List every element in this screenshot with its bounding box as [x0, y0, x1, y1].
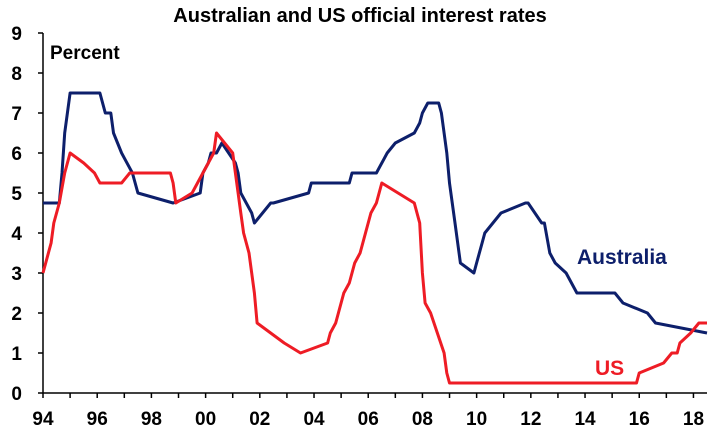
y-tick-label: 9 [11, 24, 22, 45]
x-tick-label: 10 [466, 409, 487, 430]
x-tick-label: 14 [574, 409, 596, 430]
x-tick-label: 96 [87, 409, 108, 430]
x-tick-label: 02 [249, 409, 270, 430]
y-tick-label: 2 [11, 304, 22, 325]
y-tick-label: 7 [11, 104, 22, 125]
x-tick-label: 16 [629, 409, 650, 430]
y-tick-label: 4 [11, 224, 22, 245]
series-line-australia [43, 91, 708, 335]
y-tick-label: 0 [11, 384, 22, 405]
y-axis: 0 1 2 3 4 5 6 7 8 9 [11, 24, 43, 405]
y-axis-unit-label: Percent [50, 43, 120, 64]
x-tick-label: 06 [358, 409, 379, 430]
x-tick-label: 08 [412, 409, 433, 430]
x-tick-label: 94 [32, 409, 54, 430]
series-line-us [41, 131, 707, 385]
y-tick-label: 6 [11, 144, 22, 165]
x-tick-label: 04 [303, 409, 325, 430]
x-tick-label: 18 [683, 409, 704, 430]
chart-title: Australian and US official interest rate… [173, 5, 546, 27]
y-tick-label: 3 [11, 264, 22, 285]
y-tick-label: 5 [11, 184, 22, 205]
series-label-us: US [595, 357, 624, 380]
series-group [41, 91, 708, 385]
series-label-australia: Australia [577, 246, 667, 269]
y-tick-label: 8 [11, 64, 22, 85]
x-tick-label: 98 [141, 409, 162, 430]
x-tick-label: 12 [520, 409, 541, 430]
y-tick-label: 1 [11, 344, 22, 365]
x-tick-label: 00 [195, 409, 216, 430]
x-axis: 94 96 98 00 02 04 06 08 10 12 14 16 18 [32, 393, 704, 430]
